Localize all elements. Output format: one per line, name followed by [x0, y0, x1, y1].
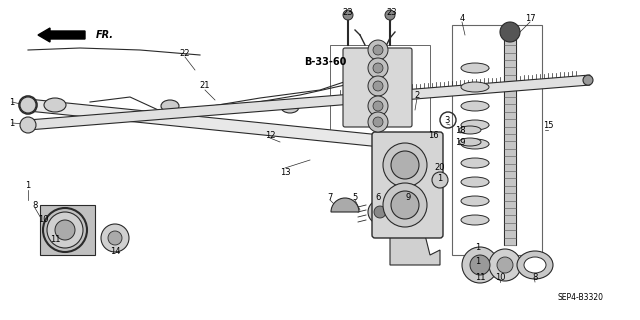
Ellipse shape: [524, 257, 546, 273]
Text: 7: 7: [327, 194, 333, 203]
FancyBboxPatch shape: [343, 48, 412, 127]
Ellipse shape: [461, 177, 489, 187]
Polygon shape: [28, 75, 590, 130]
Circle shape: [383, 183, 427, 227]
Circle shape: [497, 257, 513, 273]
Ellipse shape: [161, 100, 179, 112]
Circle shape: [500, 22, 520, 42]
Ellipse shape: [517, 251, 553, 279]
Ellipse shape: [44, 98, 66, 112]
Text: 1: 1: [26, 180, 31, 189]
Circle shape: [391, 151, 419, 179]
Circle shape: [391, 191, 419, 219]
Circle shape: [489, 249, 521, 281]
Circle shape: [462, 247, 498, 283]
Text: 11: 11: [475, 274, 485, 283]
Text: 1: 1: [10, 118, 15, 127]
Text: 19: 19: [455, 138, 465, 147]
Text: 1: 1: [10, 98, 15, 107]
Text: 10: 10: [495, 274, 505, 283]
Text: 1: 1: [476, 244, 481, 252]
Text: 6: 6: [375, 194, 381, 203]
Circle shape: [368, 200, 392, 224]
Circle shape: [373, 101, 383, 111]
Text: 18: 18: [454, 125, 465, 134]
Wedge shape: [331, 198, 359, 212]
Circle shape: [373, 63, 383, 73]
Text: 1: 1: [437, 173, 443, 182]
Circle shape: [385, 10, 395, 20]
Polygon shape: [40, 205, 95, 255]
Circle shape: [374, 206, 386, 218]
Text: 12: 12: [265, 131, 275, 140]
Circle shape: [368, 96, 388, 116]
Text: 5: 5: [353, 194, 358, 203]
Circle shape: [432, 172, 448, 188]
Ellipse shape: [459, 138, 481, 146]
Text: FR.: FR.: [96, 30, 114, 40]
Text: 2: 2: [414, 91, 420, 100]
Circle shape: [343, 10, 353, 20]
Circle shape: [20, 97, 36, 113]
Circle shape: [101, 224, 129, 252]
Ellipse shape: [461, 82, 489, 92]
Text: 8: 8: [532, 274, 538, 283]
Circle shape: [373, 81, 383, 91]
Text: 23: 23: [342, 7, 353, 17]
Ellipse shape: [281, 101, 299, 113]
FancyArrow shape: [38, 28, 85, 42]
Circle shape: [393, 197, 423, 227]
Ellipse shape: [461, 158, 489, 168]
Text: 10: 10: [38, 215, 48, 225]
Text: 20: 20: [435, 163, 445, 172]
Text: B-33-60: B-33-60: [304, 57, 346, 67]
Text: 14: 14: [109, 247, 120, 257]
Bar: [452, 25, 542, 255]
Circle shape: [368, 76, 388, 96]
FancyBboxPatch shape: [372, 132, 443, 238]
Text: 8: 8: [32, 201, 38, 210]
Text: 9: 9: [405, 194, 411, 203]
Circle shape: [20, 117, 36, 133]
Ellipse shape: [461, 63, 489, 73]
Circle shape: [373, 117, 383, 127]
Circle shape: [470, 255, 490, 275]
Text: SEP4-B3320: SEP4-B3320: [557, 293, 603, 302]
Text: 17: 17: [525, 13, 535, 22]
Text: 22: 22: [180, 49, 190, 58]
Ellipse shape: [461, 196, 489, 206]
Ellipse shape: [461, 215, 489, 225]
Text: 23: 23: [387, 7, 397, 17]
Polygon shape: [28, 99, 420, 151]
Ellipse shape: [461, 139, 489, 149]
Bar: [330, 45, 430, 140]
Circle shape: [373, 45, 383, 55]
Text: 16: 16: [428, 131, 438, 140]
Circle shape: [383, 143, 427, 187]
Text: 1: 1: [476, 258, 481, 267]
Circle shape: [47, 212, 83, 248]
Circle shape: [108, 231, 122, 245]
Circle shape: [368, 58, 388, 78]
Text: 4: 4: [460, 13, 465, 22]
Circle shape: [400, 204, 416, 220]
Text: 3: 3: [444, 116, 450, 124]
Circle shape: [583, 75, 593, 85]
Text: 15: 15: [543, 121, 553, 130]
Text: 11: 11: [50, 236, 60, 244]
Ellipse shape: [461, 101, 489, 111]
Ellipse shape: [459, 126, 481, 134]
Circle shape: [55, 220, 75, 240]
Ellipse shape: [461, 120, 489, 130]
Text: 13: 13: [280, 167, 291, 177]
Polygon shape: [390, 235, 440, 265]
Text: 21: 21: [200, 81, 211, 90]
Circle shape: [368, 40, 388, 60]
Circle shape: [368, 112, 388, 132]
